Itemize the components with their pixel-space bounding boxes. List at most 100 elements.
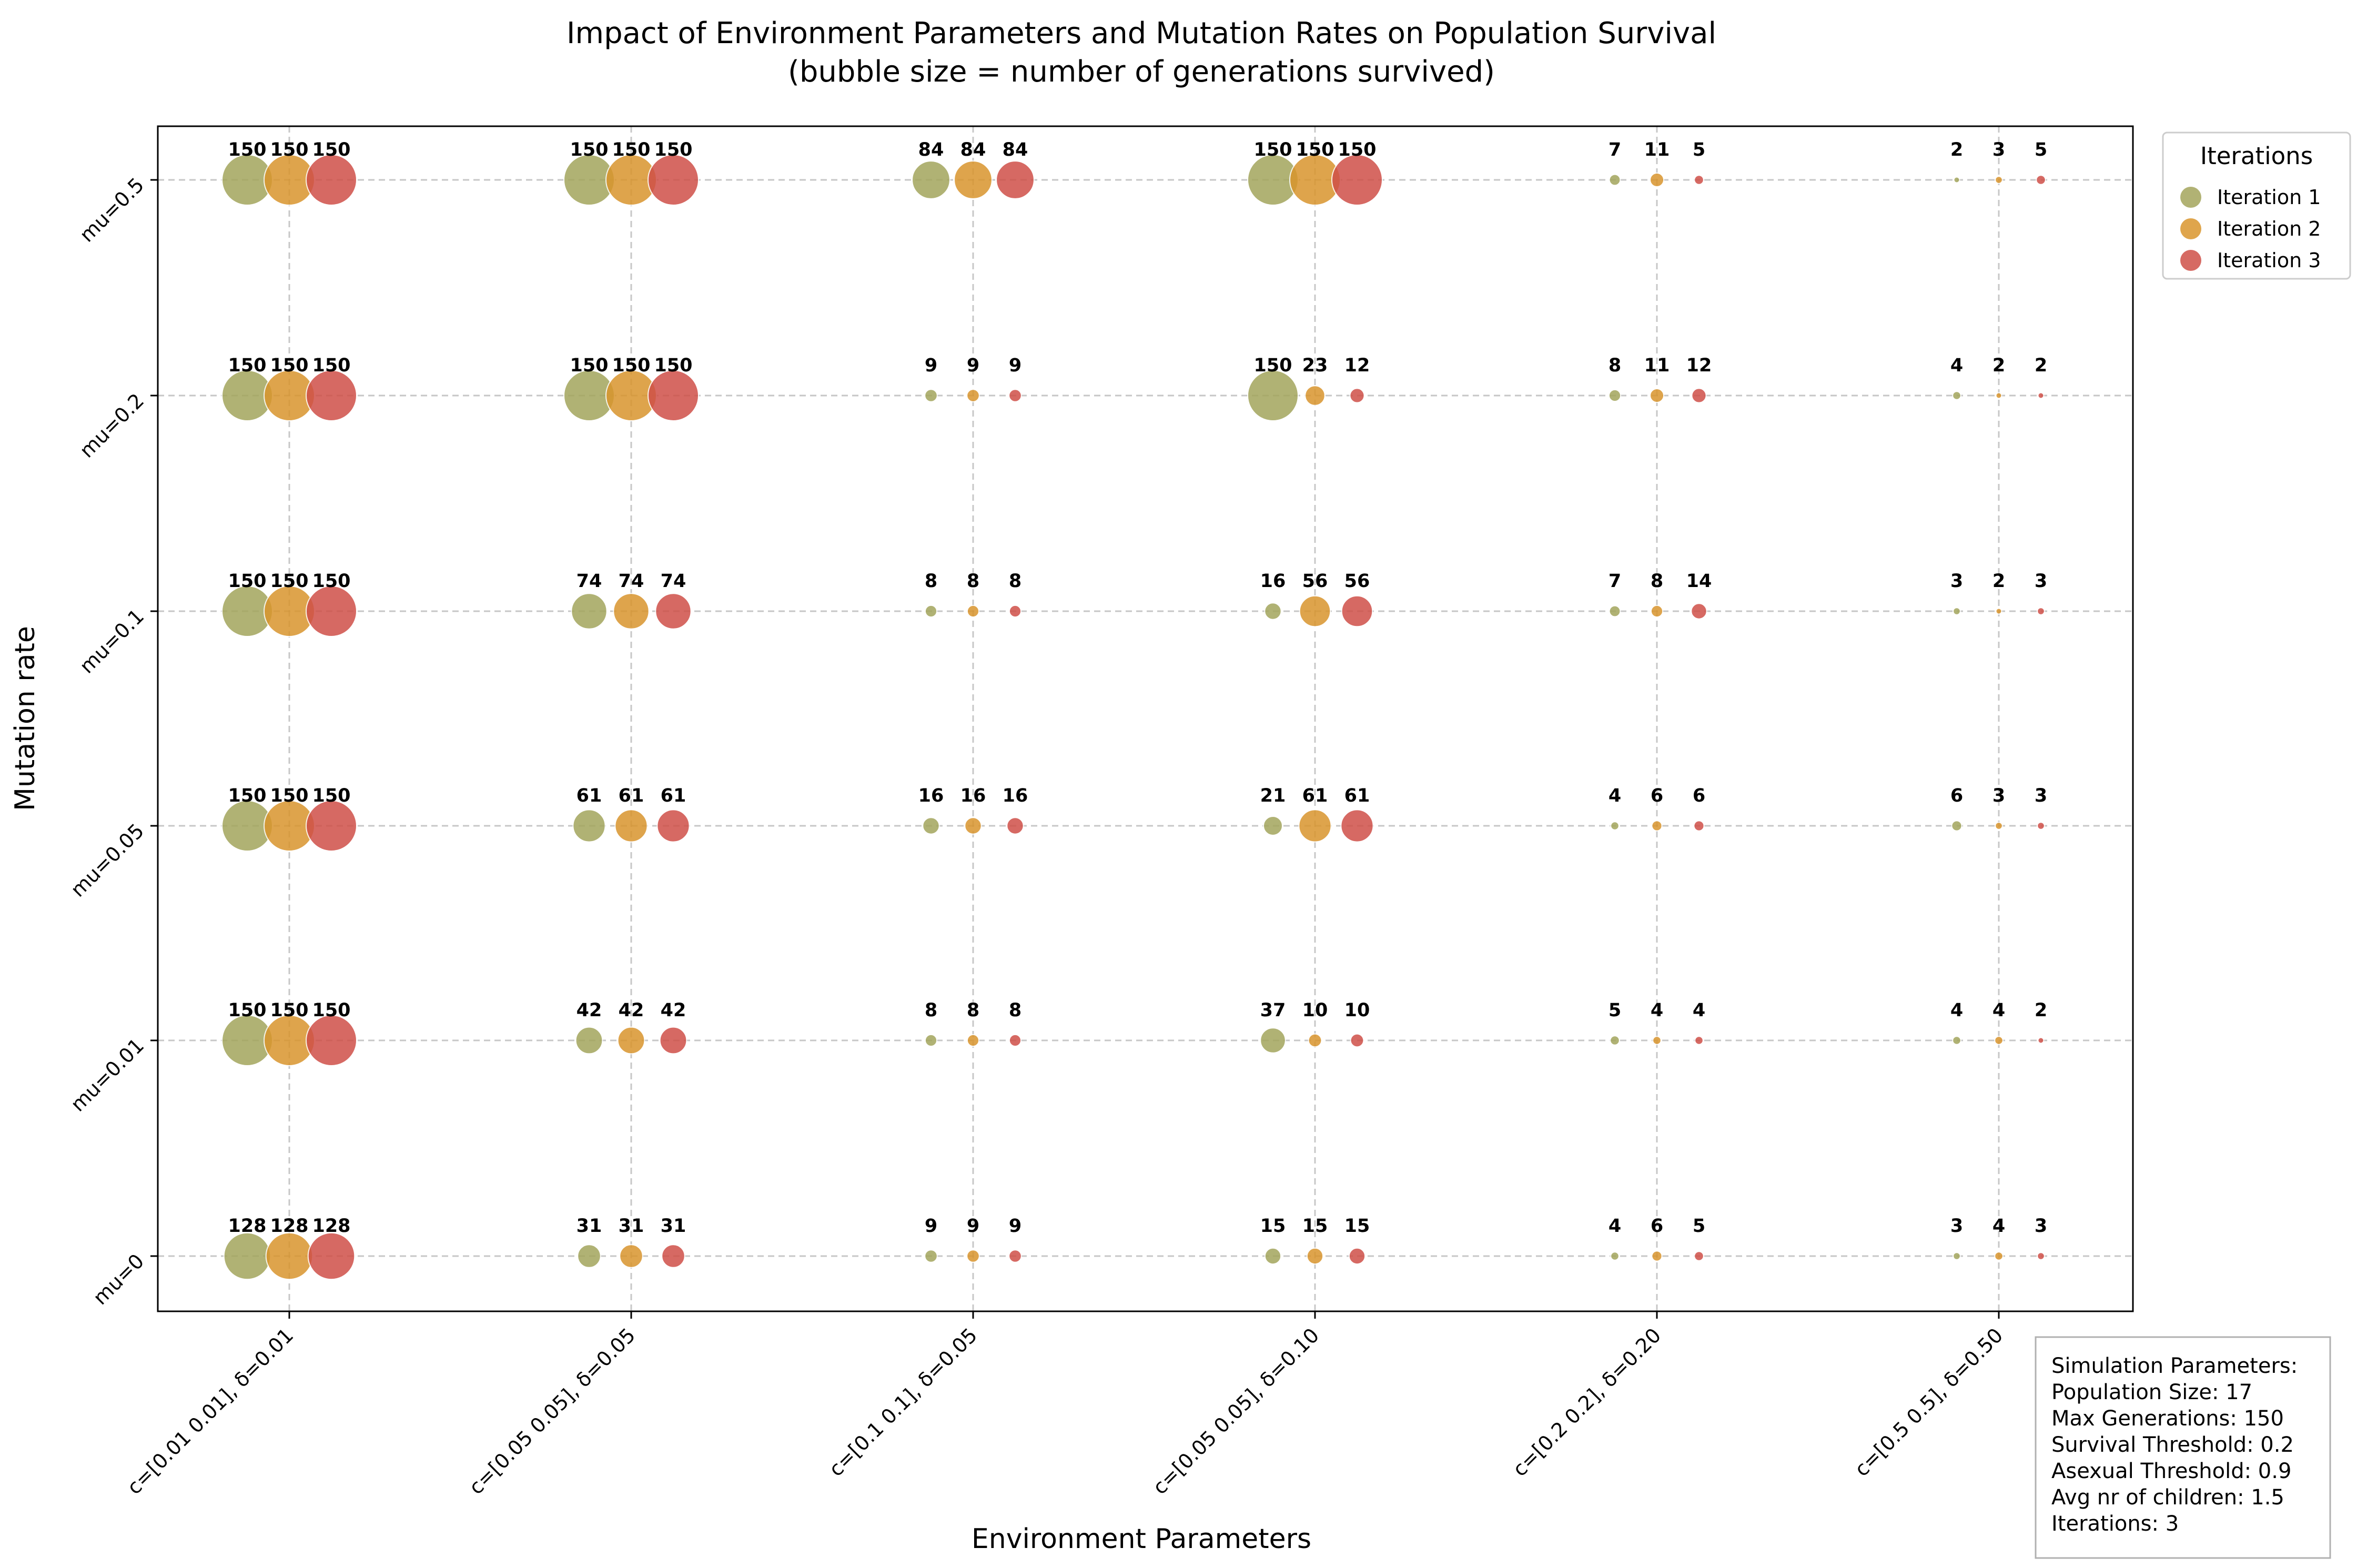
data-label-iter2-x0-y2: 150 — [270, 785, 308, 806]
bubble-iter1-x1-y1 — [575, 1026, 603, 1055]
bubble-iter3-x5-y0 — [2037, 1252, 2045, 1260]
data-label-iter1-x5-y3: 3 — [1950, 571, 1963, 592]
bubble-iter1-x0-y0 — [223, 1232, 271, 1280]
info-line-1: Population Size: 17 — [2051, 1380, 2252, 1404]
bubble-iter2-x3-y0 — [1306, 1247, 1324, 1265]
bubble-iter1-x3-y4 — [1247, 370, 1299, 421]
legend-entries: Iteration 1 Iteration 2 Iteration 3 — [2180, 186, 2321, 272]
bubble-iter1-x1-y0 — [577, 1244, 601, 1268]
info-lines: Simulation Parameters:Population Size: 1… — [2051, 1354, 2298, 1536]
data-label-iter1-x2-y1: 8 — [925, 1000, 937, 1021]
bubble-iter2-x3-y2 — [1298, 809, 1332, 843]
bubble-iter1-x4-y4 — [1608, 389, 1622, 402]
data-label-iter2-x4-y3: 8 — [1651, 571, 1663, 592]
bubble-iter2-x2-y3 — [966, 604, 980, 618]
bubble-iter1-x3-y1 — [1260, 1027, 1286, 1054]
bubble-iter3-x4-y0 — [1694, 1251, 1704, 1261]
bubble-iter3-x3-y4 — [1349, 388, 1365, 403]
data-label-iter1-x2-y5: 84 — [918, 139, 944, 160]
legend-box — [2162, 131, 2351, 280]
data-label-iter3-x2-y1: 8 — [1009, 1000, 1021, 1021]
data-label-iter1-x0-y1: 150 — [228, 1000, 266, 1021]
bubble-iter1-x4-y3 — [1609, 605, 1621, 618]
bubble-iter3-x1-y2 — [656, 809, 690, 843]
data-label-iter2-x0-y3: 150 — [270, 571, 308, 592]
info-line-5: Avg nr of children: 1.5 — [2051, 1485, 2284, 1510]
data-label-iter1-x4-y5: 7 — [1609, 139, 1621, 160]
bubble-iter1-x5-y5 — [1953, 176, 1960, 184]
bubble-iter2-x2-y2 — [964, 817, 982, 835]
info-line-3: Survival Threshold: 0.2 — [2051, 1433, 2294, 1457]
data-label-iter1-x1-y5: 150 — [570, 139, 608, 160]
chart-subtitle: (bubble size = number of generations sur… — [788, 55, 1495, 89]
data-label-iter1-x3-y0: 15 — [1260, 1216, 1286, 1237]
data-label-iter2-x0-y4: 150 — [270, 355, 308, 376]
data-label-iter3-x1-y1: 42 — [661, 1000, 686, 1021]
bubble-iter1-x3-y2 — [1263, 816, 1283, 836]
bubble-iter2-x2-y4 — [966, 389, 980, 402]
bubble-iter1-x4-y1 — [1610, 1035, 1620, 1046]
info-line-6: Iterations: 3 — [2051, 1512, 2179, 1536]
legend-label-3: Iteration 3 — [2217, 249, 2321, 272]
data-label-iter1-x5-y1: 4 — [1950, 1000, 1963, 1021]
bubble-iter3-x1-y0 — [661, 1244, 685, 1268]
data-label-iter1-x4-y1: 5 — [1609, 1000, 1621, 1021]
data-label-iter3-x3-y2: 61 — [1344, 785, 1370, 806]
data-label-iter1-x1-y0: 31 — [576, 1216, 602, 1237]
data-label-iter1-x1-y2: 61 — [576, 785, 602, 806]
bubble-iter1-x4-y2 — [1610, 821, 1620, 831]
data-label-iter1-x4-y0: 4 — [1609, 1216, 1621, 1237]
data-label-iter1-x0-y5: 150 — [228, 139, 266, 160]
y-axis-label: Mutation rate — [9, 626, 41, 811]
data-label-iter2-x2-y2: 16 — [960, 785, 986, 806]
data-label-iter3-x5-y3: 3 — [2035, 571, 2047, 592]
bubble-iter2-x1-y3 — [613, 593, 650, 630]
data-label-iter2-x1-y1: 42 — [619, 1000, 644, 1021]
data-label-iter3-x4-y5: 5 — [1693, 139, 1705, 160]
data-label-iter1-x4-y3: 7 — [1609, 571, 1621, 592]
data-label-iter2-x4-y4: 11 — [1644, 355, 1670, 376]
bubble-iter3-x2-y3 — [1008, 604, 1022, 618]
data-label-iter2-x3-y2: 61 — [1302, 785, 1328, 806]
bubble-iter2-x4-y1 — [1652, 1036, 1662, 1045]
legend-marker-3 — [2180, 250, 2201, 271]
data-label-iter1-x5-y2: 6 — [1950, 785, 1963, 806]
data-label-iter1-x1-y1: 42 — [576, 1000, 602, 1021]
bubble-iter3-x1-y1 — [659, 1026, 687, 1055]
data-label-iter2-x4-y1: 4 — [1651, 1000, 1663, 1021]
data-label-iter2-x4-y5: 11 — [1644, 139, 1670, 160]
data-label-iter3-x5-y2: 3 — [2035, 785, 2047, 806]
bubble-iter3-x5-y1 — [2037, 1037, 2045, 1044]
data-label-iter2-x4-y2: 6 — [1651, 785, 1663, 806]
data-label-iter1-x0-y4: 150 — [228, 355, 266, 376]
data-label-iter1-x3-y3: 16 — [1260, 571, 1286, 592]
bubble-iter1-x5-y4 — [1952, 391, 1961, 400]
data-label-iter3-x4-y1: 4 — [1693, 1000, 1705, 1021]
info-box-frame — [2035, 1336, 2331, 1559]
data-label-iter3-x1-y3: 74 — [661, 571, 686, 592]
data-label-iter3-x1-y5: 150 — [654, 139, 692, 160]
bubble-iter3-x4-y2 — [1693, 820, 1705, 832]
data-label-iter1-x4-y2: 4 — [1609, 785, 1621, 806]
data-label-iter3-x3-y5: 150 — [1338, 139, 1376, 160]
data-label-iter1-x1-y3: 74 — [576, 571, 602, 592]
bubble-iter3-x5-y3 — [2037, 607, 2045, 615]
data-label-iter1-x1-y4: 150 — [570, 355, 608, 376]
data-label-iter3-x2-y3: 8 — [1009, 571, 1021, 592]
bubble-iter2-x2-y0 — [966, 1249, 980, 1263]
data-label-iter3-x0-y4: 150 — [312, 355, 350, 376]
data-label-iter1-x5-y4: 4 — [1950, 355, 1963, 376]
bubble-iter2-x1-y2 — [614, 809, 648, 843]
bubble-iter3-x0-y3 — [306, 585, 357, 637]
bubble-iter2-x1-y1 — [617, 1026, 645, 1055]
data-label-iter3-x1-y2: 61 — [661, 785, 686, 806]
info-line-2: Max Generations: 150 — [2051, 1407, 2284, 1431]
data-label-iter1-x5-y5: 2 — [1950, 139, 1963, 160]
plot-area-frame — [157, 125, 2134, 1312]
bubble-iter3-x2-y5 — [996, 160, 1035, 199]
data-label-iter2-x5-y4: 2 — [1992, 355, 2005, 376]
data-label-iter2-x5-y0: 4 — [1992, 1216, 2005, 1237]
bubble-iter3-x4-y1 — [1694, 1036, 1704, 1045]
bubble-iter1-x3-y0 — [1264, 1247, 1282, 1265]
